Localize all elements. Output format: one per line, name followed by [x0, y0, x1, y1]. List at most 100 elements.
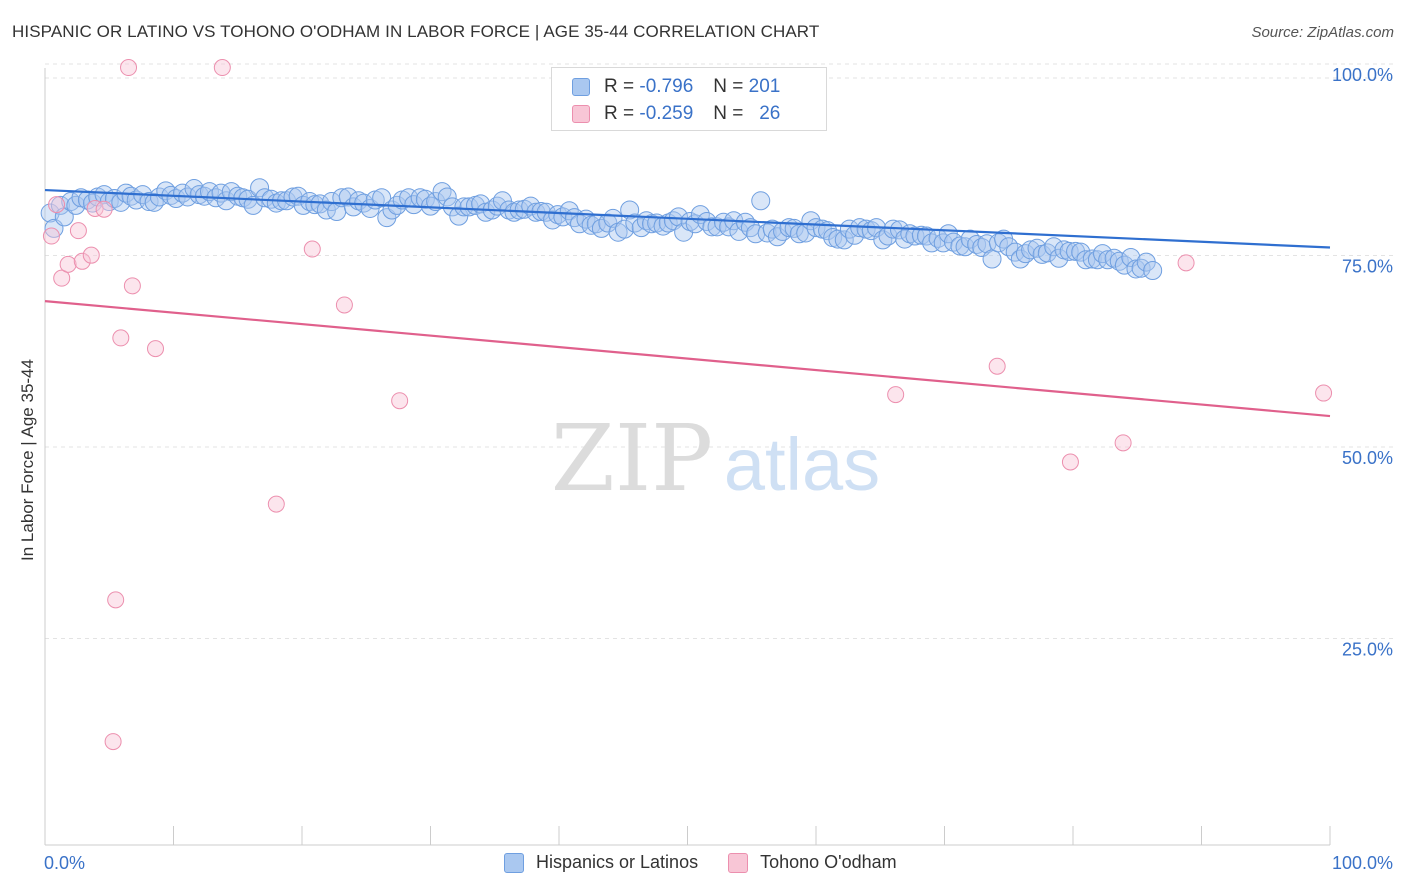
point-hispanics [50, 195, 70, 215]
point-hispanics [255, 188, 275, 208]
point-hispanics [1021, 240, 1041, 260]
point-tohono [303, 240, 321, 258]
point-hispanics [40, 203, 60, 223]
point-hispanics [243, 195, 263, 215]
point-hispanics [911, 225, 931, 245]
point-hispanics [1126, 259, 1146, 279]
tick-labels: 100.0% 75.0% 50.0% 25.0% 0.0% 100.0% [44, 65, 1393, 873]
point-hispanics [216, 191, 236, 211]
y-tick-label: 100.0% [1332, 65, 1393, 85]
point-hispanics [372, 188, 392, 208]
y-tick-label: 75.0% [1342, 257, 1393, 277]
point-hispanics [305, 195, 325, 215]
point-tohono [267, 495, 285, 513]
point-hispanics [548, 205, 568, 225]
point-tohono [147, 340, 165, 358]
r-label: R = [604, 103, 635, 124]
point-hispanics [139, 192, 159, 212]
stats-legend-row-hispanics: R = -0.796 N = 201 [572, 75, 780, 99]
point-tohono [391, 392, 409, 410]
source-credit: Source: ZipAtlas.com [1251, 24, 1394, 41]
point-tohono [86, 199, 104, 217]
point-hispanics [1131, 258, 1151, 278]
swatch-tohono [572, 105, 590, 123]
x-tick-label-min: 0.0% [44, 853, 85, 873]
point-tohono [69, 222, 87, 240]
point-hispanics [999, 237, 1019, 257]
series-hispanics-points [40, 178, 1163, 280]
point-hispanics [1027, 238, 1047, 258]
point-hispanics [1114, 255, 1134, 275]
point-hispanics [172, 183, 192, 203]
point-hispanics [1093, 244, 1113, 264]
point-hispanics [680, 211, 700, 231]
trend-line-hispanics [44, 188, 1331, 249]
point-hispanics [615, 219, 635, 239]
point-hispanics [669, 207, 689, 227]
trend-lines [44, 188, 1331, 418]
point-hispanics [757, 223, 777, 243]
point-tohono [107, 591, 125, 609]
point-tohono [42, 227, 60, 245]
legend-item-tohono[interactable]: Tohono O'odham [728, 852, 897, 873]
legend-label-hispanics: Hispanics or Latinos [536, 852, 699, 872]
point-hispanics [697, 211, 717, 231]
point-hispanics [543, 210, 563, 230]
point-hispanics [729, 221, 749, 241]
point-hispanics [250, 178, 270, 198]
legend-item-hispanics[interactable]: Hispanics or Latinos [504, 852, 698, 873]
swatch-hispanics [572, 78, 590, 96]
watermark: ZIP atlas [551, 405, 880, 512]
chart-title: HISPANIC OR LATINO VS TOHONO O'ODHAM IN … [12, 22, 820, 41]
point-hispanics [1121, 247, 1141, 267]
n-label: N = [713, 76, 744, 97]
point-tohono [53, 269, 71, 287]
point-tohono [59, 255, 77, 273]
point-hispanics [343, 197, 363, 217]
r-value-tohono: -0.259 [639, 103, 694, 124]
stats-legend-row-tohono: R = -0.259 N = 26 [572, 102, 780, 126]
point-hispanics [806, 218, 826, 238]
point-tohono [213, 59, 231, 77]
series-tohono-points [42, 59, 1333, 751]
n-value-hispanics: 201 [748, 76, 781, 97]
watermark-zip: ZIP [551, 405, 713, 512]
point-hispanics [933, 233, 953, 253]
point-hispanics [905, 226, 925, 246]
point-tohono [82, 246, 100, 264]
point-tohono [95, 200, 113, 218]
stats-legend: R = -0.796 N = 201 R = -0.259 N = 26 [551, 67, 827, 131]
point-hispanics [967, 234, 987, 254]
point-tohono [335, 296, 353, 314]
point-hispanics [642, 214, 662, 234]
y-tick-label: 25.0% [1342, 640, 1393, 660]
point-hispanics [1143, 261, 1163, 280]
point-tohono [120, 59, 138, 77]
legend-swatch-tohono [728, 852, 749, 873]
point-hispanics [751, 191, 771, 211]
point-hispanics [1044, 237, 1064, 257]
point-hispanics [1109, 251, 1129, 271]
point-hispanics [1076, 250, 1096, 270]
legend-label-tohono: Tohono O'odham [760, 852, 897, 872]
point-hispanics [950, 236, 970, 256]
point-tohono [1177, 254, 1195, 272]
point-hispanics [437, 187, 457, 207]
point-tohono [1315, 384, 1333, 402]
point-hispanics [702, 217, 722, 237]
point-tohono [104, 733, 122, 751]
watermark-atlas: atlas [724, 423, 880, 506]
point-hispanics [988, 233, 1008, 253]
point-tohono [48, 196, 66, 214]
r-value-hispanics: -0.796 [639, 76, 694, 97]
series-legend: Hispanics or Latinos Tohono O'odham [504, 852, 927, 873]
r-label: R = [604, 76, 635, 97]
point-hispanics [834, 230, 854, 250]
point-hispanics [1015, 244, 1035, 264]
point-hispanics [144, 192, 164, 212]
n-label: N = [713, 103, 744, 124]
point-hispanics [1087, 250, 1107, 270]
legend-swatch-hispanics [504, 852, 524, 873]
point-tohono [112, 329, 130, 347]
